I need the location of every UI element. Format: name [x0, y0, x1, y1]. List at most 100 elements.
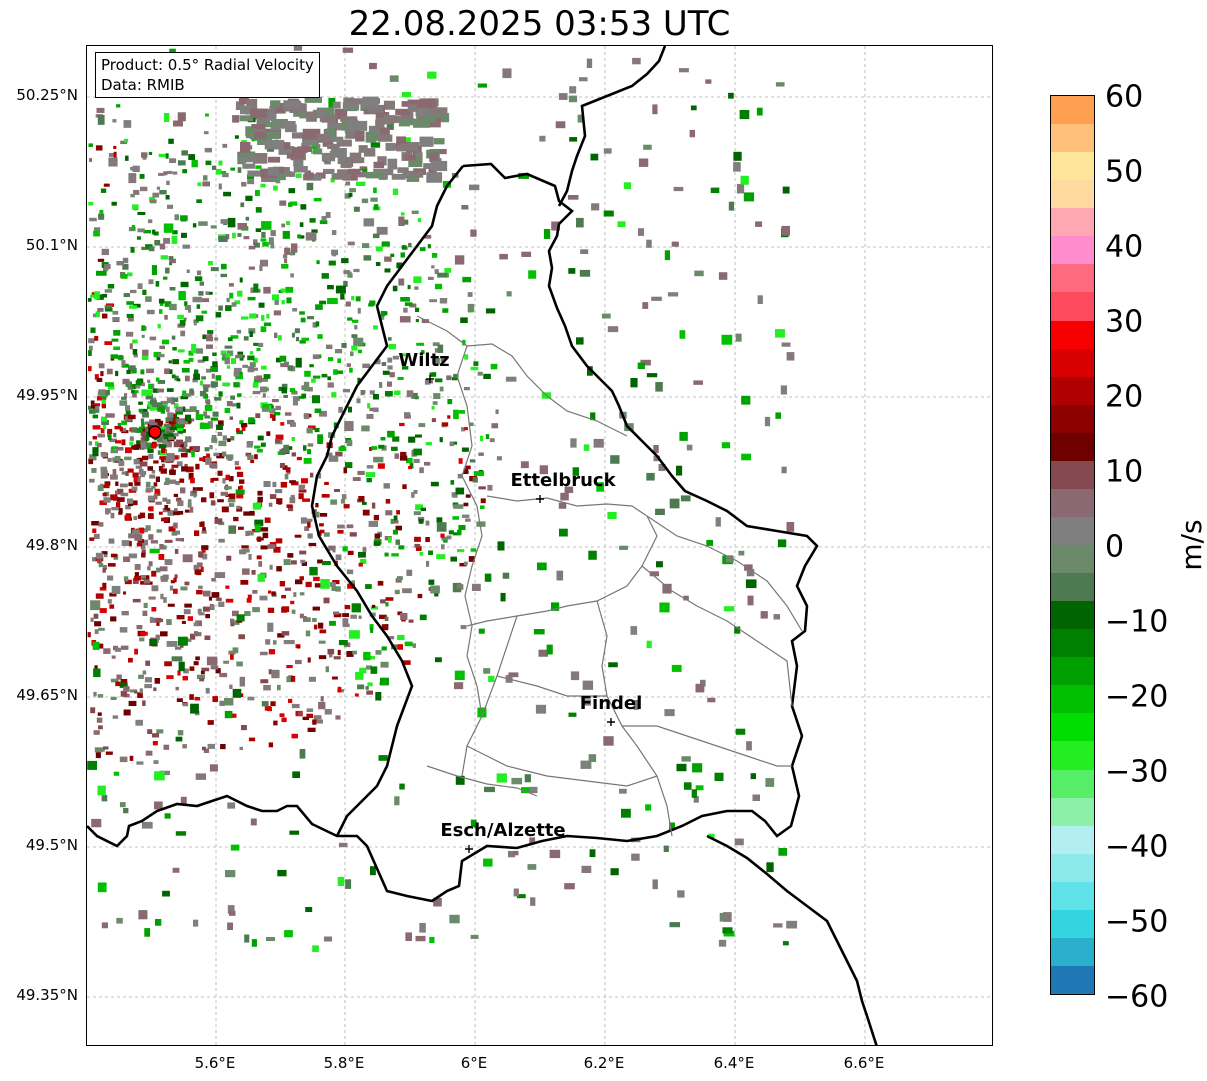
radar-echo [88, 338, 95, 344]
radar-echo [366, 414, 374, 419]
radar-echo [147, 566, 151, 571]
radar-echo [304, 172, 314, 179]
radar-echo [97, 712, 102, 716]
radar-echo [464, 427, 468, 431]
radar-echo [104, 263, 111, 270]
radar-echo [303, 458, 312, 464]
colorbar-band [1051, 488, 1094, 517]
radar-echo [404, 412, 411, 417]
radar-echo [130, 427, 138, 433]
radar-echo [180, 330, 186, 337]
radar-echo [96, 396, 102, 401]
radar-echo [110, 357, 115, 361]
radar-echo [204, 405, 213, 411]
radar-echo [402, 660, 411, 665]
radar-echo [210, 478, 214, 483]
radar-echo [92, 313, 96, 318]
radar-echo [277, 633, 285, 638]
radar-echo [406, 175, 420, 182]
radar-echo [417, 218, 422, 223]
colorbar-band [1051, 404, 1094, 433]
colorbar-band [1051, 881, 1094, 910]
radar-echo [202, 356, 209, 362]
radar-echo [497, 541, 505, 551]
radar-echo [437, 344, 444, 353]
radar-echo [372, 394, 379, 400]
radar-echo [194, 631, 198, 637]
radar-echo [105, 751, 113, 755]
radar-echo [377, 463, 385, 469]
radar-echo [109, 592, 117, 597]
radar-echo [194, 276, 203, 282]
radar-echo [225, 598, 234, 603]
radar-echo [104, 553, 108, 558]
radar-echo [419, 247, 426, 252]
radar-echo [491, 423, 499, 429]
radar-echo [365, 472, 376, 478]
radar-echo [388, 337, 392, 341]
radar-echo [315, 321, 320, 327]
radar-echo [441, 544, 445, 550]
radar-echo [596, 482, 604, 492]
radar-echo [152, 388, 159, 393]
radar-echo [569, 137, 578, 142]
radar-echo [395, 525, 402, 531]
radar-echo [103, 497, 111, 503]
radar-echo [177, 112, 186, 122]
radar-echo [391, 446, 398, 451]
radar-echo [164, 314, 168, 320]
radar-echo [262, 387, 269, 392]
radar-echo [471, 583, 481, 591]
radar-echo [304, 526, 310, 531]
radar-echo [637, 228, 645, 236]
radar-echo [325, 212, 331, 218]
radar-echo [98, 643, 104, 649]
radar-map[interactable] [86, 45, 993, 1046]
radar-echo [380, 677, 389, 686]
radar-echo [206, 337, 214, 342]
radar-echo [166, 406, 170, 413]
radar-echo [101, 248, 109, 256]
radar-echo [388, 343, 396, 350]
radar-echo [292, 399, 299, 406]
radar-echo [92, 641, 100, 650]
radar-echo [415, 504, 423, 511]
radar-echo [132, 165, 140, 173]
radar-echo [242, 568, 250, 575]
radar-echo [379, 382, 383, 388]
radar-echo [781, 466, 787, 474]
city-marker-esch [465, 845, 473, 853]
radar-echo [316, 133, 332, 143]
radar-echo [773, 614, 781, 620]
radar-echo [133, 516, 137, 521]
radar-echo [135, 428, 143, 433]
radar-echo [309, 364, 314, 368]
lon-tick-label: 5.6°E [194, 1054, 236, 1072]
radar-echo [97, 433, 106, 438]
radar-echo [373, 187, 377, 194]
radar-echo [225, 870, 236, 878]
radar-echo [362, 363, 371, 369]
radar-echo [337, 358, 342, 363]
radar-echo [653, 455, 660, 462]
radar-echo [373, 204, 379, 210]
radar-echo [488, 675, 495, 683]
radar-echo [359, 166, 368, 171]
radar-echo [169, 369, 173, 374]
radar-echo [309, 566, 318, 576]
radar-echo [429, 117, 441, 128]
radar-echo [568, 195, 579, 200]
radar-echo [182, 702, 189, 707]
radar-echo [290, 494, 295, 499]
radar-echo [416, 342, 425, 346]
radar-echo [395, 539, 401, 545]
radar-echo [152, 229, 156, 235]
radar-echo [229, 416, 234, 420]
radar-echo [160, 631, 168, 637]
radar-echo [764, 416, 771, 427]
radar-echo [369, 447, 373, 451]
radar-echo [139, 512, 146, 519]
radar-echo [164, 368, 170, 375]
radar-echo [264, 322, 272, 327]
radar-echo [398, 216, 405, 227]
